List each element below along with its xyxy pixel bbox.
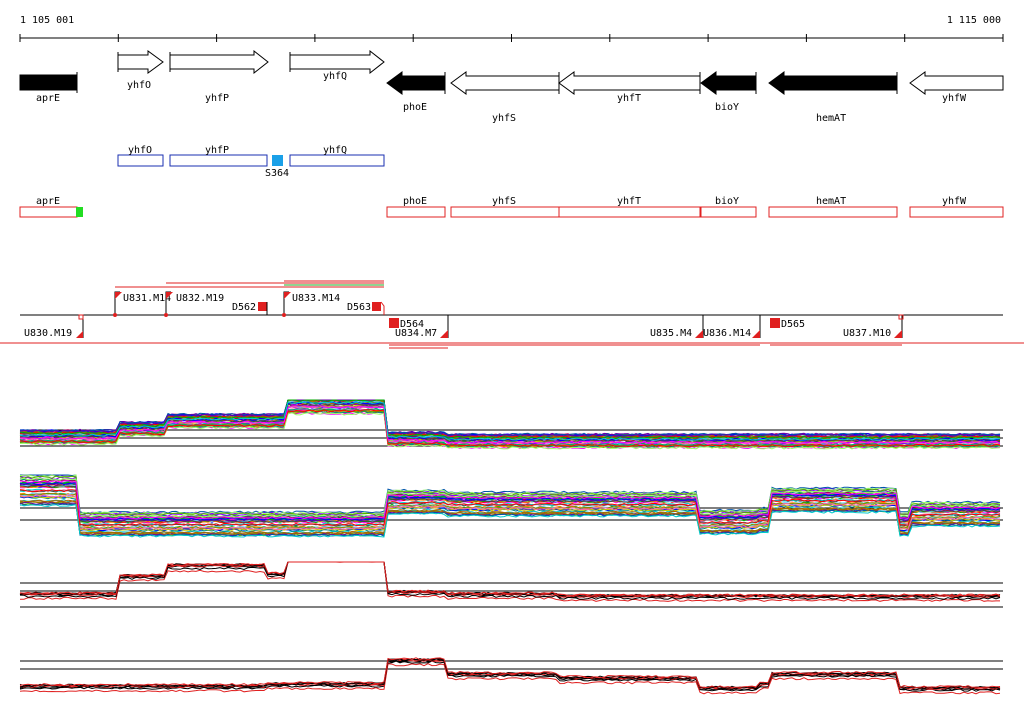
blue-box-yhfP[interactable] <box>169 154 268 167</box>
gene-label-yhfS: yhfS <box>492 113 516 124</box>
tu-label-u833: U833.M14 <box>292 293 340 304</box>
red-label-aprE: aprE <box>36 196 60 207</box>
coordinate-ruler: 1 105 001 1 115 000 <box>19 15 1004 42</box>
red-label-yhfT: yhfT <box>617 196 641 207</box>
trace-line <box>19 500 1001 535</box>
trace-line <box>19 400 1001 441</box>
gene-label-yhfW: yhfW <box>942 93 967 104</box>
ruler-end-label: 1 115 000 <box>947 15 1001 26</box>
gene-label-yhfP: yhfP <box>205 93 229 104</box>
trace-line <box>19 399 1001 439</box>
tu-label-u834: U834.M7 <box>395 328 437 339</box>
gene-label-aprE: aprE <box>36 93 60 104</box>
tu-label-u836: U836.M14 <box>703 328 751 339</box>
terminator-d563[interactable] <box>372 302 381 311</box>
transcription-unit-track: U831.M14 U832.M19 D562 U833.M14 D563 U83… <box>0 280 1024 349</box>
trace-line <box>20 474 1001 514</box>
tu-label-d562: D562 <box>232 302 256 313</box>
gene-arrow-yhfP[interactable] <box>169 49 269 75</box>
red-label-yhfS: yhfS <box>492 196 516 207</box>
red-box-bioY[interactable] <box>700 206 757 218</box>
gene-arrow-bioY[interactable] <box>700 71 757 95</box>
terminator-d565[interactable] <box>770 318 780 328</box>
red-box-yhfW[interactable] <box>909 206 1004 218</box>
blue-marker-label: S364 <box>265 168 289 179</box>
red-box-phoE[interactable] <box>386 206 446 218</box>
blue-label-yhfQ: yhfQ <box>323 145 347 156</box>
trace-line <box>19 480 1001 520</box>
ruler-start-label: 1 105 001 <box>20 15 74 26</box>
gene-arrow-hemAT[interactable] <box>768 71 898 95</box>
blue-label-yhfO: yhfO <box>128 145 152 156</box>
trace-line <box>19 412 1001 450</box>
trace-line <box>19 561 1001 597</box>
trace-line <box>19 663 1001 695</box>
gene-arrow-aprE[interactable] <box>19 74 78 91</box>
expression-panels <box>19 399 1003 695</box>
trace-line <box>19 399 1001 437</box>
gene-label-yhfT: yhfT <box>617 93 641 104</box>
red-box-yhfS[interactable] <box>450 206 560 218</box>
gene-arrow-yhfQ[interactable] <box>289 49 385 75</box>
trace-line <box>19 475 1001 516</box>
gene-arrow-yhfS[interactable] <box>450 71 560 95</box>
trace-line <box>19 481 1001 521</box>
trace-line <box>19 409 1001 448</box>
gene-label-yhfQ: yhfQ <box>323 71 347 82</box>
blue-box-yhfQ[interactable] <box>289 154 385 167</box>
gene-arrow-yhfW[interactable] <box>909 71 1004 95</box>
tu-label-u831: U831.M14 <box>123 293 171 304</box>
gene-arrow-yhfT[interactable] <box>558 71 701 95</box>
red-annotation-track: aprE phoE yhfS yhfT bioY hemAT yhfW <box>19 196 1004 218</box>
tu-label-u835: U835.M4 <box>650 328 692 339</box>
expression-panel-3 <box>19 561 1003 608</box>
blue-box-yhfO[interactable] <box>117 154 164 167</box>
trace-line <box>19 494 1001 531</box>
tu-label-u832: U832.M19 <box>176 293 224 304</box>
green-marker <box>76 207 83 217</box>
red-label-hemAT: hemAT <box>816 196 846 207</box>
terminator-d562[interactable] <box>258 302 267 311</box>
trace-line <box>19 561 1000 602</box>
tu-label-d563: D563 <box>347 302 371 313</box>
trace-line <box>19 405 1001 444</box>
red-box-yhfT[interactable] <box>558 206 701 218</box>
gene-label-bioY: bioY <box>715 102 739 113</box>
gene-label-hemAT: hemAT <box>816 113 846 124</box>
trace-line <box>19 495 1001 531</box>
gene-label-yhfO: yhfO <box>127 80 151 91</box>
expression-panel-2 <box>19 474 1003 538</box>
tu-label-d564: D564 <box>400 319 424 330</box>
red-label-phoE: phoE <box>403 196 427 207</box>
expression-panel-4 <box>19 657 1003 695</box>
terminator-d564[interactable] <box>389 318 399 328</box>
blue-label-yhfP: yhfP <box>205 145 229 156</box>
expression-panel-1 <box>19 399 1003 450</box>
trace-line <box>19 504 1001 538</box>
gene-track: aprE yhfO yhfP yhfQ phoE yhfS yhfT bioY … <box>19 49 1004 124</box>
trace-line <box>19 477 1001 518</box>
red-label-yhfW: yhfW <box>942 196 967 207</box>
gene-arrow-yhfO[interactable] <box>117 50 164 74</box>
red-label-bioY: bioY <box>715 196 739 207</box>
blue-annotation-track: yhfO yhfP yhfQ S364 <box>117 145 385 179</box>
trace-line <box>19 489 1001 527</box>
trace-line <box>19 657 1001 689</box>
gene-arrow-phoE[interactable] <box>386 71 446 95</box>
tu-label-u837: U837.M10 <box>843 328 891 339</box>
trace-line <box>19 561 1001 600</box>
tu-label-d565: D565 <box>781 319 805 330</box>
tu-label-u830: U830.M19 <box>24 328 72 339</box>
blue-marker-s364[interactable] <box>272 155 283 166</box>
red-box-aprE[interactable] <box>19 206 78 218</box>
gene-label-phoE: phoE <box>403 102 427 113</box>
red-box-hemAT[interactable] <box>768 206 898 218</box>
